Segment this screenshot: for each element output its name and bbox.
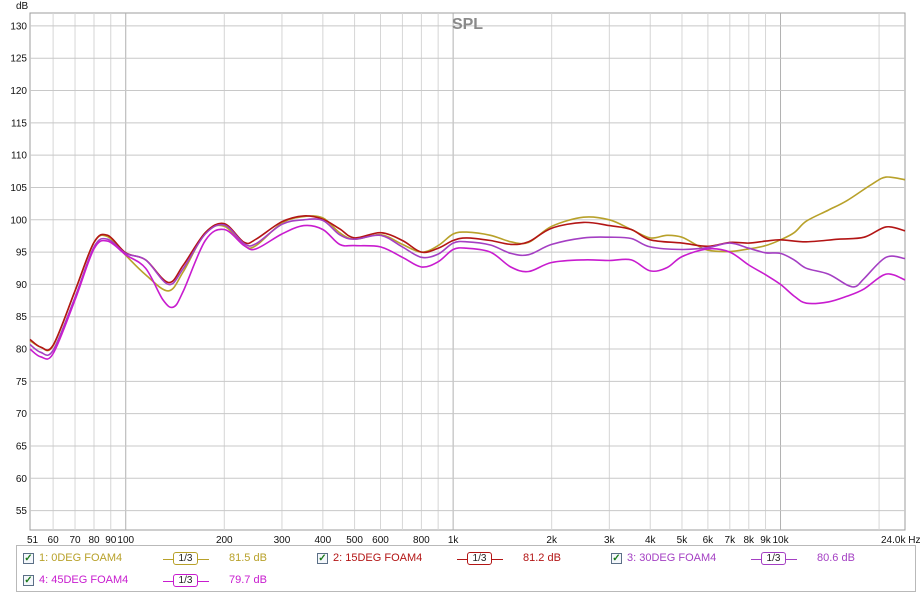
y-tick-label: 90 (16, 280, 28, 291)
y-tick-label: 85 (16, 312, 28, 323)
y-tick-label: 130 (10, 21, 27, 32)
legend-label-3: 3: 30DEG FOAM4 (627, 552, 717, 564)
legend-item-1[interactable]: ✓ 1: 0DEG FOAM4 1/3 81.5 dB (23, 551, 303, 568)
x-tick-label: 800 (413, 535, 430, 545)
y-tick-label: 70 (16, 409, 28, 420)
legend-avg-2: 81.2 dB (523, 552, 561, 564)
legend-item-2[interactable]: ✓ 2: 15DEG FOAM4 1/3 81.2 dB (317, 551, 597, 568)
x-tick-label: 6k (703, 535, 715, 545)
legend-checkbox-2[interactable]: ✓ (317, 553, 328, 564)
x-tick-label: 2k (546, 535, 558, 545)
spl-chart: 55 60 65 70 75 80 85 90 95 100 105 110 115 120 125 130 d… (10, 1, 920, 545)
legend-item-3[interactable]: ✓ 3: 30DEG FOAM4 1/3 80.6 dB (611, 551, 901, 568)
series-line-1 (29, 176, 906, 352)
series-line-3 (29, 218, 906, 357)
y-axis-label: dB (16, 1, 29, 12)
x-tick-label: 200 (216, 535, 233, 545)
x-tick-label: 5k (677, 535, 689, 545)
smoothing-label-1: 1/3 (173, 552, 198, 565)
x-tick-label: 1k (448, 535, 460, 545)
y-tick-label: 120 (10, 86, 27, 97)
y-tick-label: 110 (11, 151, 27, 162)
y-tick-label: 55 (16, 506, 28, 517)
y-tick-label: 80 (16, 345, 28, 356)
x-tick-label: 9k (760, 535, 772, 545)
smoothing-button-2[interactable]: 1/3 (457, 552, 503, 566)
smoothing-label-3: 1/3 (761, 552, 786, 565)
y-tick-label: 95 (16, 248, 28, 259)
x-tick-label: 4k (645, 535, 657, 545)
y-tick-label: 65 (16, 441, 28, 452)
x-tick-label: 24.0k Hz (881, 535, 920, 545)
legend-item-4[interactable]: ✓ 4: 45DEG FOAM4 1/3 79.7 dB (23, 573, 303, 590)
y-tick-label: 60 (16, 474, 28, 485)
legend-label-2: 2: 15DEG FOAM4 (333, 552, 423, 564)
series-line-4 (29, 224, 906, 360)
y-tick-label: 115 (11, 118, 27, 129)
x-tick-label: 3k (604, 535, 616, 545)
smoothing-button-4[interactable]: 1/3 (163, 574, 209, 588)
legend-checkbox-3[interactable]: ✓ (611, 553, 622, 564)
x-tick-label: 10k (772, 535, 789, 545)
x-tick-label: 80 (88, 535, 100, 545)
smoothing-label-2: 1/3 (467, 552, 492, 565)
x-tick-label: 300 (274, 535, 291, 545)
x-tick-label: 70 (69, 535, 81, 545)
y-tick-label: 75 (16, 377, 28, 388)
x-tick-label: 600 (372, 535, 389, 545)
y-tick-label: 125 (10, 54, 27, 65)
chart-title: SPL (452, 16, 483, 33)
legend-label-1: 1: 0DEG FOAM4 (39, 552, 123, 564)
smoothing-button-3[interactable]: 1/3 (751, 552, 797, 566)
legend-checkbox-1[interactable]: ✓ (23, 553, 34, 564)
legend-label-4: 4: 45DEG FOAM4 (39, 574, 129, 586)
x-tick-label: 7k (725, 535, 737, 545)
y-tick-label: 105 (10, 183, 27, 194)
smoothing-button-1[interactable]: 1/3 (163, 552, 209, 566)
legend: ✓ 1: 0DEG FOAM4 1/3 81.5 dB ✓ 2: 15DEG F… (16, 545, 916, 592)
x-tick-label: 90 (105, 535, 117, 545)
x-tick-label: 8k (744, 535, 756, 545)
legend-checkbox-4[interactable]: ✓ (23, 575, 34, 586)
x-tick-label: 500 (346, 535, 363, 545)
x-tick-label: 400 (315, 535, 332, 545)
x-tick-label: 60 (48, 535, 60, 545)
legend-avg-4: 79.7 dB (229, 574, 267, 586)
x-tick-label: 51 (27, 535, 39, 545)
smoothing-label-4: 1/3 (173, 574, 198, 587)
legend-avg-1: 81.5 dB (229, 552, 267, 564)
y-tick-label: 100 (10, 215, 27, 226)
legend-avg-3: 80.6 dB (817, 552, 855, 564)
x-tick-label: 100 (117, 535, 134, 545)
